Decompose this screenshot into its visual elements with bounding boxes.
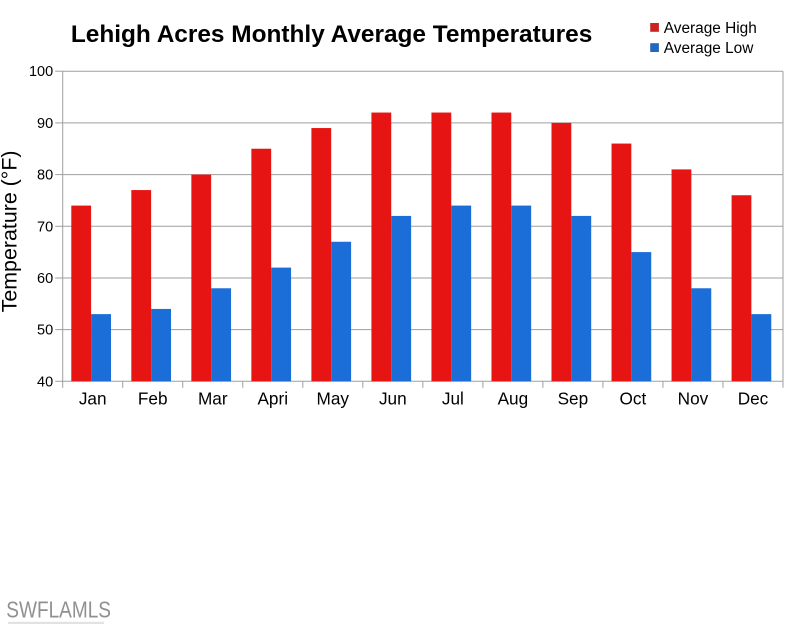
svg-text:Oct: Oct [620, 388, 647, 408]
svg-text:70: 70 [37, 219, 53, 235]
svg-text:50: 50 [37, 323, 53, 339]
svg-text:Dec: Dec [738, 388, 769, 408]
svg-text:May: May [317, 388, 350, 408]
svg-text:Apri: Apri [257, 388, 288, 408]
svg-text:Average Low: Average Low [664, 40, 754, 57]
svg-text:Lehigh Acres Monthly Average T: Lehigh Acres Monthly Average Temperature… [71, 21, 592, 48]
svg-text:Jun: Jun [379, 388, 407, 408]
svg-text:60: 60 [37, 271, 53, 287]
svg-text:Jul: Jul [442, 388, 464, 408]
svg-text:Jan: Jan [79, 388, 107, 408]
svg-text:SWFLAMLS: SWFLAMLS [6, 598, 111, 623]
svg-text:40: 40 [37, 374, 53, 390]
svg-text:90: 90 [37, 116, 53, 132]
svg-text:Temperature (°F): Temperature (°F) [0, 150, 21, 312]
svg-text:100: 100 [29, 64, 53, 80]
svg-text:Sep: Sep [558, 388, 589, 408]
svg-text:Average High: Average High [664, 20, 757, 37]
svg-text:Feb: Feb [138, 388, 168, 408]
svg-text:Aug: Aug [498, 388, 529, 408]
svg-text:80: 80 [37, 168, 53, 184]
svg-text:Nov: Nov [678, 388, 709, 408]
svg-text:Mar: Mar [198, 388, 228, 408]
